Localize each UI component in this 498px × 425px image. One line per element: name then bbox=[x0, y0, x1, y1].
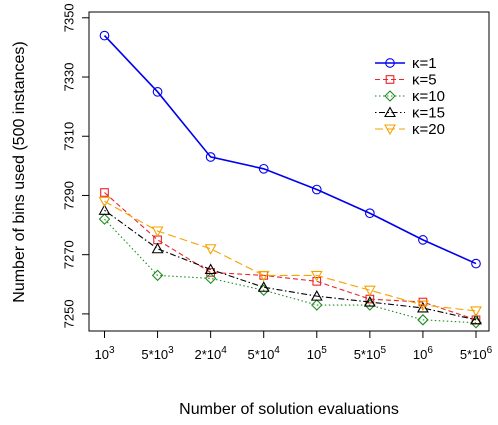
point-diamond bbox=[311, 299, 323, 311]
legend-label: κ=10 bbox=[412, 88, 445, 105]
x-tick-label: 106 bbox=[413, 345, 433, 362]
point-diamond bbox=[98, 213, 111, 225]
series-layer bbox=[98, 30, 482, 329]
point-square bbox=[312, 276, 322, 286]
x-tick-label: 103 bbox=[94, 345, 114, 362]
legend-item: κ=15 bbox=[375, 105, 445, 122]
x-tick-label: 5*103 bbox=[141, 345, 174, 362]
x-tick-label: 5*106 bbox=[460, 345, 493, 362]
point-triangle-up bbox=[257, 281, 270, 292]
point-circle bbox=[385, 58, 395, 68]
legend-item: κ=1 bbox=[375, 55, 437, 72]
point-triangle-down bbox=[98, 196, 111, 208]
point-triangle-down bbox=[151, 226, 164, 238]
series-line bbox=[104, 200, 477, 312]
point-triangle-down bbox=[257, 270, 270, 282]
point-triangle-up bbox=[310, 290, 323, 301]
point-triangle-up bbox=[470, 313, 482, 325]
y-tick-label: 7250 bbox=[61, 299, 76, 328]
y-tick-label: 7290 bbox=[61, 181, 76, 210]
point-square bbox=[385, 75, 395, 84]
series-line bbox=[104, 209, 477, 321]
point-triangle-down bbox=[204, 244, 217, 255]
legend-item: κ=10 bbox=[375, 88, 445, 105]
point-circle bbox=[152, 86, 163, 97]
y-axis: 7250 7270 7290 7310 7330 7350 bbox=[61, 3, 89, 328]
x-tick-label: 5*104 bbox=[248, 345, 281, 362]
legend-label: κ=15 bbox=[412, 105, 445, 122]
point-triangle-up bbox=[204, 263, 217, 275]
legend-item: κ=5 bbox=[375, 72, 437, 89]
legend: κ=1κ=5κ=10κ=15κ=20 bbox=[375, 55, 445, 138]
series-4 bbox=[98, 204, 482, 325]
series-1 bbox=[99, 30, 481, 269]
x-tick-label: 5*105 bbox=[354, 345, 387, 362]
series-3 bbox=[98, 213, 482, 329]
legend-item: κ=20 bbox=[375, 121, 445, 138]
point-square bbox=[100, 188, 109, 197]
point-triangle-up bbox=[98, 204, 111, 215]
point-triangle-up bbox=[151, 242, 164, 254]
point-circle bbox=[205, 152, 216, 162]
point-triangle-down bbox=[416, 300, 429, 312]
point-diamond bbox=[204, 272, 217, 285]
point-triangle-down bbox=[310, 270, 323, 282]
point-circle bbox=[258, 163, 269, 174]
y-tick-label: 7350 bbox=[61, 3, 76, 32]
point-circle bbox=[418, 235, 428, 245]
point-circle bbox=[471, 258, 481, 269]
point-circle bbox=[311, 184, 322, 195]
y-axis-title: Number of bins used (500 instances) bbox=[11, 41, 28, 302]
x-tick-label: 105 bbox=[307, 345, 327, 362]
series-line bbox=[104, 218, 477, 324]
point-triangle-up bbox=[416, 301, 429, 313]
point-diamond bbox=[151, 269, 164, 282]
legend-label: κ=1 bbox=[412, 55, 437, 72]
point-triangle-down bbox=[363, 285, 376, 297]
point-triangle-up bbox=[384, 106, 396, 118]
point-triangle-down bbox=[470, 306, 482, 318]
legend-label: κ=20 bbox=[412, 121, 445, 138]
plot-frame bbox=[88, 11, 490, 332]
y-tick-label: 7310 bbox=[61, 122, 76, 151]
y-tick-label: 7270 bbox=[61, 240, 76, 269]
series-5 bbox=[98, 196, 482, 318]
point-diamond bbox=[384, 90, 396, 102]
point-triangle-down bbox=[384, 124, 396, 136]
x-axis-title: Number of solution evaluations bbox=[179, 401, 399, 418]
x-axis: 103 5*103 2*104 5*104 105 5*105 106 5*106 bbox=[94, 331, 493, 362]
y-tick-label: 7330 bbox=[61, 63, 76, 92]
series-line bbox=[103, 35, 477, 265]
series-line bbox=[104, 192, 477, 321]
point-circle bbox=[99, 30, 110, 41]
legend-label: κ=5 bbox=[412, 72, 437, 89]
point-triangle-up bbox=[363, 295, 376, 307]
point-circle bbox=[365, 208, 375, 219]
point-diamond bbox=[417, 314, 429, 326]
x-tick-label: 2*104 bbox=[194, 345, 227, 362]
